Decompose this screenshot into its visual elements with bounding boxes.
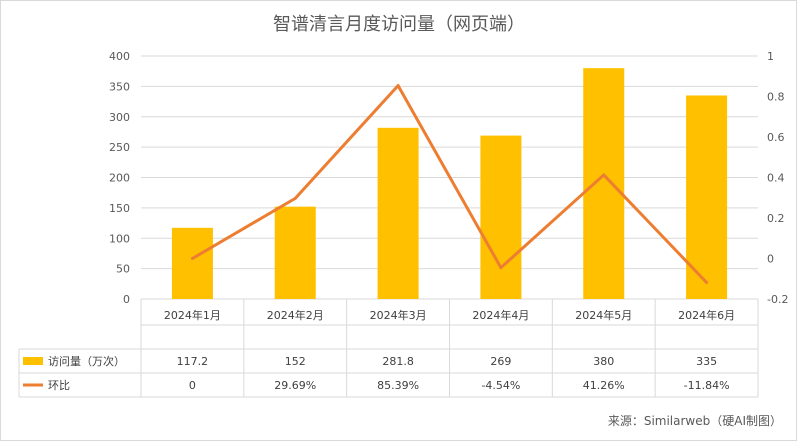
data-label: 117.2: [177, 355, 209, 368]
data-label: 380: [593, 355, 614, 368]
y-right-tick-label: 0.8: [767, 91, 785, 104]
data-label: 85.39%: [377, 379, 419, 392]
data-label: 152: [285, 355, 306, 368]
data-label: 269: [490, 355, 511, 368]
y-right-tick-label: 0.6: [767, 131, 785, 144]
source-note: 来源：Similarweb（硬AI制图）: [608, 414, 782, 428]
y-left-tick-label: 200: [109, 172, 130, 185]
line-series: [190, 84, 709, 284]
chart-title: 智谱清言月度访问量（网页端）: [273, 14, 525, 35]
data-label: 29.69%: [274, 379, 316, 392]
data-label: 281.8: [382, 355, 414, 368]
data-label: 335: [696, 355, 717, 368]
data-label: -4.54%: [481, 379, 520, 392]
y-left-tick-label: 50: [116, 263, 130, 276]
category-label: 2024年5月: [575, 308, 632, 322]
legend-label: 环比: [48, 379, 70, 392]
y-left-tick-label: 300: [109, 111, 130, 124]
y-right-tick-label: 0: [767, 253, 774, 266]
category-label: 2024年4月: [472, 308, 529, 322]
legend-swatch-bar: [23, 357, 43, 365]
category-label: 2024年3月: [370, 308, 427, 322]
bar-series: [171, 68, 728, 300]
bar: [686, 95, 728, 299]
line-point: [396, 84, 400, 88]
y-left-tick-label: 350: [109, 80, 130, 93]
y-axis-right: -0.2 0 0.2 0.4 0.6 0.8 1: [767, 50, 788, 306]
line-point: [190, 257, 194, 260]
line-point: [705, 280, 709, 284]
y-left-tick-label: 0: [123, 293, 130, 306]
legend-label: 访问量（万次）: [48, 354, 125, 368]
y-right-tick-label: 0.2: [767, 212, 785, 225]
y-right-tick-label: 1: [767, 50, 774, 63]
y-axis-left: 0 50 100 150 200 250 300 350 400: [109, 50, 130, 306]
data-table: 2024年1月 2024年2月 2024年3月 2024年4月 2024年5月 2024年…: [18, 299, 759, 398]
y-right-tick-label: 0.4: [767, 172, 785, 185]
data-label: 0: [189, 379, 196, 392]
category-label: 2024年1月: [164, 308, 221, 322]
y-left-tick-label: 400: [109, 50, 130, 63]
line-point: [499, 266, 503, 270]
data-label: 41.26%: [583, 379, 625, 392]
bar: [583, 68, 625, 300]
data-label: -11.84%: [684, 379, 730, 392]
y-left-tick-label: 150: [109, 202, 130, 215]
bar: [171, 227, 213, 299]
bar: [377, 127, 419, 299]
line-point: [602, 173, 606, 177]
line-point: [293, 196, 297, 200]
y-left-tick-label: 100: [109, 232, 130, 245]
bar: [480, 135, 522, 299]
y-right-tick-label: -0.2: [767, 293, 788, 306]
bar: [274, 206, 316, 299]
line-series-path: [191, 84, 708, 284]
y-left-tick-label: 250: [109, 141, 130, 154]
category-label: 2024年6月: [678, 308, 735, 322]
category-label: 2024年2月: [267, 308, 324, 322]
